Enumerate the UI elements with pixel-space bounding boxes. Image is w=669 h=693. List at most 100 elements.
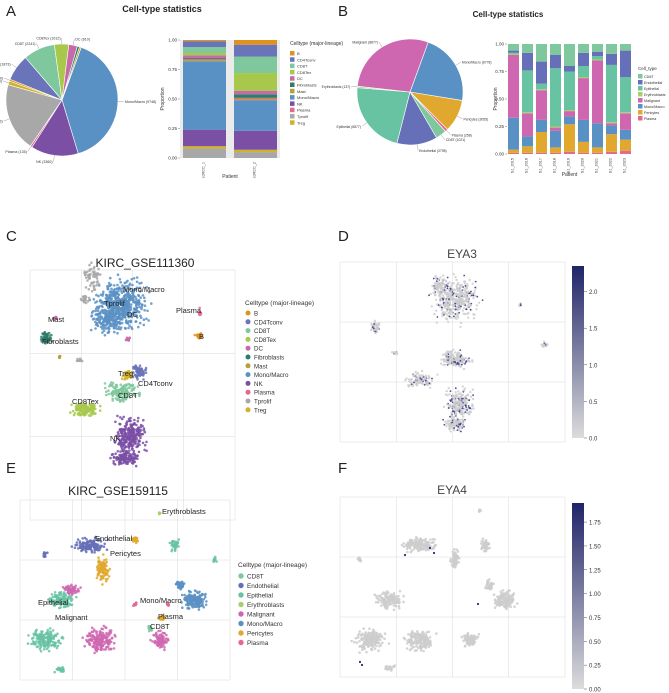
umap-point-mono-macro xyxy=(118,286,121,289)
umap-point xyxy=(458,291,462,294)
pie-label: Plasma (135) xyxy=(5,150,26,154)
umap-point-nk xyxy=(123,432,126,436)
umap-point-cd4tconv xyxy=(138,368,141,372)
bar-segment-mono-macro xyxy=(536,119,547,132)
bar-segment-plasma xyxy=(522,152,533,154)
feature-grid-f xyxy=(339,496,566,678)
umap-point-mono-macro xyxy=(124,287,128,291)
umap-point-malignant xyxy=(92,642,96,645)
umap-point-tprolif xyxy=(78,357,82,361)
umap-point-cd4tconv xyxy=(141,369,144,373)
umap-point-tprolif xyxy=(88,276,91,280)
umap-point-epithelial xyxy=(48,630,52,634)
umap-point-epithelial xyxy=(42,647,46,651)
cluster-label-epithelial: Epithelial xyxy=(38,598,69,607)
umap-point-malignant xyxy=(159,640,162,644)
umap-point-mono-macro xyxy=(120,321,124,325)
umap-point xyxy=(361,648,364,651)
umap-point-malignant xyxy=(159,633,163,636)
umap-point-malignant xyxy=(93,651,96,655)
umap-point-mono-macro xyxy=(125,281,128,284)
umap-point-mono-macro xyxy=(97,312,100,316)
umap-point-tprolif xyxy=(91,270,95,274)
umap-point-pericytes xyxy=(103,564,107,568)
umap-point-cd8tex xyxy=(83,413,87,417)
umap-point xyxy=(453,548,456,551)
bar-segment-mast xyxy=(234,99,277,101)
umap-point-mono-macro xyxy=(130,327,134,331)
expr-point xyxy=(446,285,448,287)
umap-point-mono-macro xyxy=(198,599,201,602)
cluster-label-mast: Mast xyxy=(48,315,65,324)
bar-segment-malignant xyxy=(564,111,575,117)
legend-label-epithelial: Epithelial xyxy=(247,593,273,600)
umap-point-pericytes xyxy=(101,583,104,586)
umap-point-mono-macro xyxy=(139,316,143,320)
umap-point xyxy=(370,633,374,636)
umap-point-nk xyxy=(131,462,134,465)
y-tick-label: 0.75 xyxy=(168,67,177,72)
umap-point-mono-macro xyxy=(96,324,100,328)
panel-letter-b: B xyxy=(338,3,348,20)
umap-point-epithelial xyxy=(55,646,59,650)
umap-point xyxy=(412,374,415,378)
umap-point xyxy=(381,636,384,639)
umap-point xyxy=(398,589,402,593)
expr-point xyxy=(481,299,484,301)
umap-point-tprolif xyxy=(97,282,101,286)
umap-point-pericytes xyxy=(101,575,105,578)
expr-point xyxy=(446,276,449,279)
umap-point-malignant xyxy=(89,638,93,641)
umap-point-epithelial xyxy=(34,629,38,633)
umap-point-epithelial xyxy=(46,643,49,647)
umap-point xyxy=(370,648,374,652)
expr-point xyxy=(448,298,450,301)
umap-point-epithelial xyxy=(41,630,44,633)
pie-label: CD4Tconv (1873) xyxy=(0,63,11,67)
umap-point xyxy=(424,374,428,377)
umap-point xyxy=(457,400,461,403)
umap-point xyxy=(416,372,420,375)
umap-point xyxy=(407,378,411,381)
umap-point xyxy=(450,415,454,418)
umap-point-malignant xyxy=(95,642,99,645)
umap-point xyxy=(471,388,474,391)
umap-point-mono-macro xyxy=(116,287,119,290)
bar-segment-mono-macro xyxy=(564,116,575,125)
bar-segment-epithelial xyxy=(606,64,617,123)
umap-point-pericytes xyxy=(103,558,106,562)
umap-point-malignant xyxy=(104,626,108,629)
umap-point-mono-macro xyxy=(103,300,106,304)
umap-point-mono-macro xyxy=(121,287,124,290)
pie-label: CD8T (2241) xyxy=(15,42,36,46)
umap-point xyxy=(457,287,460,291)
umap-point-mono-macro xyxy=(142,323,146,327)
umap-point xyxy=(374,641,377,645)
umap-point-mono-macro xyxy=(196,591,199,595)
umap-point xyxy=(450,354,454,357)
umap-point-mono-macro xyxy=(129,303,133,306)
umap-point-nk xyxy=(137,442,140,445)
expr-point xyxy=(443,423,446,426)
umap-point xyxy=(440,308,443,312)
bar-segment-cd8tex xyxy=(234,73,277,91)
colorbar-tick-label: 2.0 xyxy=(589,290,598,296)
umap-point-epithelial xyxy=(38,647,42,651)
legend-label-endothelial: Endothelial xyxy=(247,583,279,590)
umap-point xyxy=(452,272,455,276)
umap-point-nk xyxy=(145,440,148,444)
bar-segment-endothelial xyxy=(578,52,589,66)
umap-point xyxy=(441,314,444,318)
umap-point xyxy=(463,288,466,291)
umap-point-mono-macro xyxy=(115,290,119,293)
umap-point xyxy=(366,636,369,640)
umap-point-mono-macro xyxy=(101,327,104,331)
legend-dot-cd8t xyxy=(238,573,244,579)
legend-label-plasma: Plasma xyxy=(254,390,275,397)
umap-point-nk xyxy=(111,452,114,456)
bar-segment-endothelial xyxy=(550,55,561,69)
umap-point xyxy=(442,363,445,367)
x-tick-label: S1_2022 xyxy=(609,158,613,173)
umap-point-cd8t xyxy=(123,397,127,400)
umap-point-nk xyxy=(116,414,119,418)
